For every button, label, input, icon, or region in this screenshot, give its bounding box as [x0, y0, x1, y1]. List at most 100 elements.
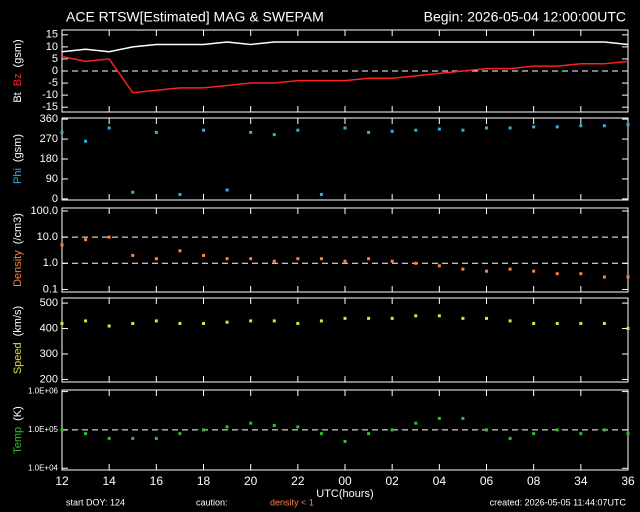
data-point: [249, 421, 253, 425]
data-point: [154, 130, 158, 134]
data-point: [249, 319, 253, 323]
x-tick-label: 16: [150, 474, 164, 488]
y-axis-label-part: (gsm): [12, 39, 24, 67]
data-point: [319, 319, 323, 323]
data-point: [437, 264, 441, 268]
data-point: [532, 269, 536, 273]
y-axis-label-part: Bz: [12, 73, 24, 86]
data-point: [319, 257, 323, 261]
data-point: [225, 188, 229, 192]
data-point: [367, 316, 371, 320]
data-point: [178, 321, 182, 325]
data-point: [319, 432, 323, 436]
data-point: [107, 235, 111, 239]
y-axis-label-part: (/cm3): [12, 213, 24, 244]
data-point: [60, 428, 64, 432]
data-point: [154, 257, 158, 261]
y-tick-label: 300: [40, 348, 58, 360]
y-tick-label: 1.0E+04: [28, 463, 59, 472]
data-point: [272, 424, 276, 428]
data-point: [84, 319, 88, 323]
data-point: [131, 321, 135, 325]
data-point: [107, 324, 111, 328]
data-point: [319, 192, 323, 196]
data-point: [84, 432, 88, 436]
y-axis-label-part: (gsm): [12, 134, 24, 162]
data-point: [579, 272, 583, 276]
data-point: [60, 243, 64, 247]
y-tick-label: 0: [52, 193, 58, 205]
data-point: [178, 249, 182, 253]
y-tick-label: 180: [40, 153, 58, 165]
y-axis-label-part: Density: [12, 250, 24, 287]
data-point: [343, 126, 347, 130]
y-axis-label-part: Bt: [12, 92, 24, 102]
data-point: [485, 269, 488, 273]
x-tick-label: 06: [480, 474, 494, 488]
data-point: [437, 127, 441, 131]
y-tick-label: 360: [40, 113, 58, 125]
data-point: [131, 190, 135, 194]
data-point: [626, 432, 630, 436]
data-point: [343, 259, 347, 263]
y-tick-label: 0.1: [43, 283, 58, 295]
data-point: [414, 128, 418, 132]
y-tick-label: 15: [46, 29, 58, 41]
data-point: [437, 416, 441, 420]
data-point: [249, 257, 253, 261]
data-point: [579, 124, 583, 128]
data-point: [602, 124, 606, 128]
caution: caution:: [196, 497, 228, 507]
data-point: [225, 425, 229, 429]
data-point: [461, 267, 465, 271]
y-tick-label: 270: [40, 133, 58, 145]
data-point: [202, 253, 205, 257]
y-tick-label: 5: [52, 53, 58, 65]
x-tick-label: 00: [338, 474, 352, 488]
begin-time: Begin: 2026-05-04 12:00:00UTC: [424, 9, 626, 25]
y-tick-label: 200: [40, 373, 58, 385]
data-point: [131, 436, 135, 440]
data-point: [296, 425, 300, 429]
panel-frame: [61, 207, 629, 293]
y-axis-label: Density (/cm3): [12, 213, 24, 287]
data-point: [178, 192, 182, 196]
data-point: [272, 259, 276, 263]
y-axis-label: Temp (K): [12, 406, 24, 454]
data-point: [272, 319, 276, 323]
series-line: [61, 55, 629, 94]
panel-frame: [61, 297, 629, 383]
data-point: [532, 321, 536, 325]
start-doy: start DOY: 124: [66, 497, 125, 507]
created-time: created: 2026-05-05 11:44:07UTC: [490, 497, 627, 507]
data-point: [343, 316, 347, 320]
data-point: [367, 257, 371, 261]
data-point: [107, 126, 111, 130]
data-point: [485, 126, 488, 130]
data-point: [84, 139, 88, 143]
data-point: [461, 128, 465, 132]
data-point: [202, 321, 205, 325]
panel-frame: [61, 117, 629, 201]
x-tick-label: 34: [574, 474, 588, 488]
data-point: [390, 259, 394, 263]
x-tick-label: 36: [621, 474, 635, 488]
y-axis-label-part: (K): [12, 406, 24, 421]
x-tick-label: 18: [197, 474, 211, 488]
data-point: [84, 238, 88, 242]
y-tick-label: 400: [40, 322, 58, 334]
data-point: [461, 416, 465, 420]
data-point: [532, 432, 536, 436]
data-point: [202, 428, 205, 432]
data-point: [414, 421, 418, 425]
data-point: [485, 316, 488, 320]
data-point: [296, 257, 300, 261]
data-point: [437, 314, 441, 318]
y-axis-label-part: Temp: [12, 427, 24, 454]
y-tick-label: 10: [46, 41, 58, 53]
data-point: [202, 128, 205, 132]
y-tick-label: 100.0: [30, 205, 58, 217]
x-tick-label: 12: [55, 474, 69, 488]
x-tick-label: 22: [291, 474, 305, 488]
data-point: [602, 428, 606, 432]
